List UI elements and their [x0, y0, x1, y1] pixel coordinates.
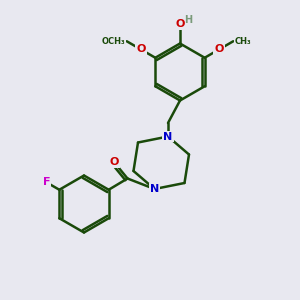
- Text: O: O: [214, 44, 224, 55]
- Text: CH₃: CH₃: [235, 37, 251, 46]
- Text: F: F: [43, 177, 50, 187]
- Text: O: O: [109, 157, 119, 167]
- Text: OCH₃: OCH₃: [102, 37, 125, 46]
- Text: O: O: [136, 44, 146, 55]
- Text: H: H: [184, 15, 193, 25]
- Text: N: N: [150, 184, 159, 194]
- Text: O: O: [175, 19, 185, 29]
- Text: N: N: [164, 131, 172, 142]
